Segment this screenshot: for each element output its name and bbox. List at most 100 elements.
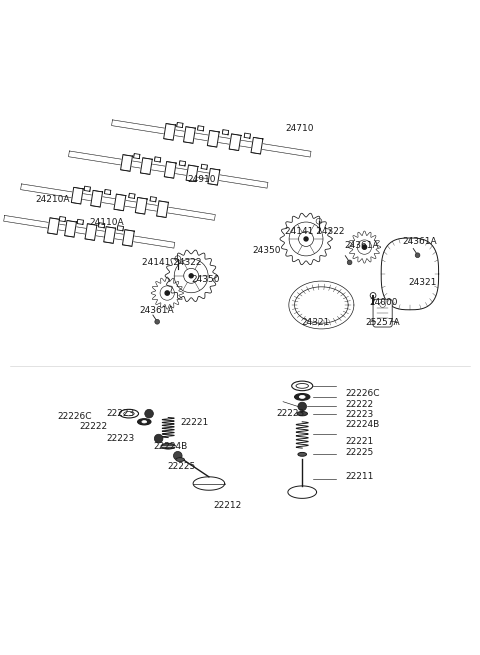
Polygon shape xyxy=(117,225,123,231)
Text: 24710: 24710 xyxy=(286,124,314,134)
Polygon shape xyxy=(197,126,204,131)
Text: 22224B: 22224B xyxy=(153,441,187,451)
Text: 22222: 22222 xyxy=(345,400,373,409)
Text: 24141 24322: 24141 24322 xyxy=(142,258,202,267)
Text: 24321: 24321 xyxy=(301,318,330,328)
Text: 24361A: 24361A xyxy=(140,307,174,315)
Ellipse shape xyxy=(124,411,134,416)
Polygon shape xyxy=(179,160,186,166)
Text: 24210A: 24210A xyxy=(35,195,70,204)
Polygon shape xyxy=(133,153,140,159)
Polygon shape xyxy=(111,120,311,157)
Text: 24350: 24350 xyxy=(191,275,220,284)
Polygon shape xyxy=(150,196,156,202)
Text: 22222: 22222 xyxy=(80,422,108,431)
Polygon shape xyxy=(288,486,317,498)
Ellipse shape xyxy=(120,409,139,418)
Circle shape xyxy=(155,320,159,324)
FancyBboxPatch shape xyxy=(373,299,392,327)
Ellipse shape xyxy=(300,396,305,398)
Polygon shape xyxy=(165,250,217,301)
Text: 22223: 22223 xyxy=(106,434,134,443)
Polygon shape xyxy=(156,201,168,217)
Circle shape xyxy=(189,274,193,278)
Circle shape xyxy=(304,237,308,241)
Polygon shape xyxy=(91,191,103,207)
Ellipse shape xyxy=(292,381,313,390)
Circle shape xyxy=(173,451,182,460)
Polygon shape xyxy=(222,130,228,135)
Circle shape xyxy=(362,245,367,250)
Text: 24110A: 24110A xyxy=(89,217,124,227)
Circle shape xyxy=(415,253,420,257)
Polygon shape xyxy=(122,230,134,246)
Text: 24361A: 24361A xyxy=(403,237,437,246)
Polygon shape xyxy=(135,197,147,214)
Text: 24350: 24350 xyxy=(252,246,280,255)
Circle shape xyxy=(298,402,307,411)
Polygon shape xyxy=(120,155,132,171)
Polygon shape xyxy=(114,194,126,211)
Polygon shape xyxy=(177,122,183,128)
Polygon shape xyxy=(65,221,76,237)
Polygon shape xyxy=(98,223,105,228)
Text: 24910: 24910 xyxy=(187,175,216,183)
Polygon shape xyxy=(229,134,241,151)
Polygon shape xyxy=(201,164,207,170)
Polygon shape xyxy=(155,157,161,162)
Polygon shape xyxy=(348,231,381,263)
Polygon shape xyxy=(85,224,97,240)
Polygon shape xyxy=(48,218,60,234)
Text: 24361A: 24361A xyxy=(344,240,379,250)
Text: 22221: 22221 xyxy=(180,418,208,427)
Polygon shape xyxy=(244,133,251,138)
Circle shape xyxy=(155,434,163,443)
Text: 22225: 22225 xyxy=(167,462,195,471)
Polygon shape xyxy=(208,168,220,185)
Text: 24000: 24000 xyxy=(369,298,398,307)
Text: 22223: 22223 xyxy=(106,409,134,418)
Polygon shape xyxy=(280,214,332,265)
Ellipse shape xyxy=(142,421,147,423)
Text: 25257A: 25257A xyxy=(365,318,400,328)
Polygon shape xyxy=(21,184,216,220)
Polygon shape xyxy=(183,126,195,143)
Polygon shape xyxy=(69,151,268,188)
Polygon shape xyxy=(251,138,263,154)
Text: 22225: 22225 xyxy=(345,449,373,457)
Text: 24321: 24321 xyxy=(408,278,437,286)
Text: 22223: 22223 xyxy=(345,410,373,419)
Polygon shape xyxy=(129,193,135,198)
Polygon shape xyxy=(72,187,83,204)
Polygon shape xyxy=(104,227,116,243)
Text: 22223: 22223 xyxy=(276,409,305,418)
Circle shape xyxy=(145,409,154,418)
Polygon shape xyxy=(193,477,225,490)
Circle shape xyxy=(347,260,352,265)
Polygon shape xyxy=(4,215,175,248)
Ellipse shape xyxy=(161,443,175,449)
Text: 22212: 22212 xyxy=(214,501,242,510)
Polygon shape xyxy=(84,186,90,191)
Polygon shape xyxy=(141,158,152,174)
Ellipse shape xyxy=(138,419,151,425)
Polygon shape xyxy=(105,189,111,195)
Ellipse shape xyxy=(176,458,184,462)
Ellipse shape xyxy=(296,383,309,388)
Polygon shape xyxy=(77,219,84,225)
Ellipse shape xyxy=(295,394,310,400)
Polygon shape xyxy=(164,162,176,178)
Text: 24141 24322: 24141 24322 xyxy=(286,227,345,236)
Circle shape xyxy=(165,291,169,295)
Text: 22226C: 22226C xyxy=(345,388,380,398)
Text: 22224B: 22224B xyxy=(345,420,380,429)
Polygon shape xyxy=(186,165,198,181)
Polygon shape xyxy=(207,130,219,147)
Polygon shape xyxy=(164,124,176,140)
Text: 22211: 22211 xyxy=(345,472,373,481)
Text: 22221: 22221 xyxy=(345,437,373,446)
Polygon shape xyxy=(60,217,66,221)
Text: 22226C: 22226C xyxy=(57,411,92,421)
Ellipse shape xyxy=(298,453,307,457)
Ellipse shape xyxy=(297,411,308,416)
